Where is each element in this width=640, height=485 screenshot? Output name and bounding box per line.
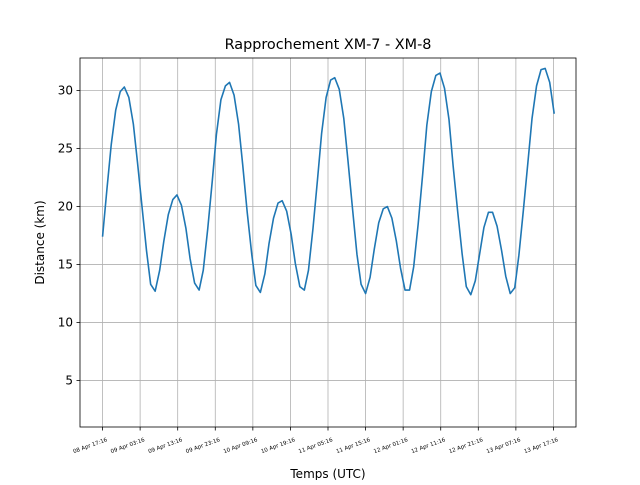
chart-title: Rapprochement XM-7 - XM-8 xyxy=(225,37,432,53)
series-line-0 xyxy=(101,67,556,296)
grid xyxy=(80,58,576,427)
y-tick-label: 5 xyxy=(65,374,73,388)
y-tick-label: 25 xyxy=(58,142,73,156)
y-tick-label: 30 xyxy=(58,83,73,97)
y-axis-label: Distance (km) xyxy=(33,200,47,284)
x-axis-label: Temps (UTC) xyxy=(289,467,365,480)
y-tick-label: 10 xyxy=(58,316,73,330)
data-layer xyxy=(101,67,556,296)
y-tick-label: 15 xyxy=(58,258,73,272)
y-tick-label: 20 xyxy=(58,200,73,214)
